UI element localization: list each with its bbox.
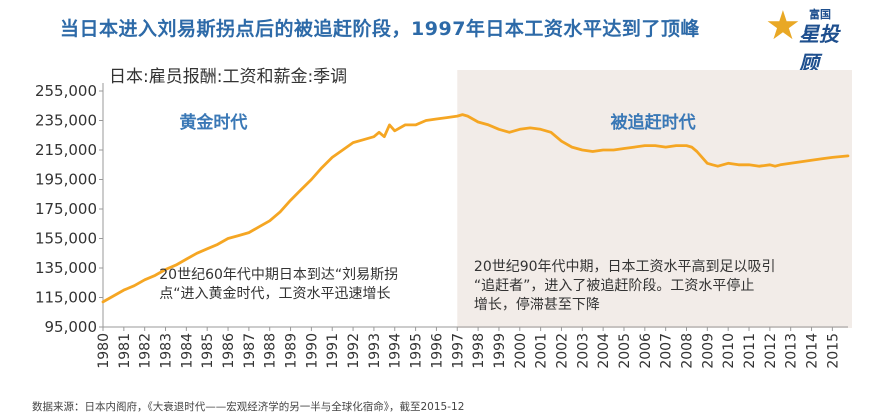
x-tick-label: 1994 bbox=[388, 333, 404, 369]
x-tick-label: 2012 bbox=[763, 333, 779, 369]
x-tick-label: 2001 bbox=[534, 333, 550, 369]
x-tick-label: 2013 bbox=[784, 333, 800, 369]
x-tick-label: 2004 bbox=[596, 333, 612, 369]
annotation-text: 20世纪60年代中期日本到达“刘易斯拐点“进入黄金时代，工资水平迅速增长 bbox=[159, 267, 398, 302]
y-tick-label: 135,000 bbox=[35, 259, 97, 277]
annotation-line: 20世纪90年代中期，日本工资水平高到足以吸引 bbox=[474, 258, 776, 275]
annotation-line: 增长，停滞甚至下降 bbox=[474, 296, 600, 313]
x-tick-label: 1996 bbox=[429, 333, 445, 369]
x-tick-label: 1981 bbox=[117, 333, 133, 369]
x-tick-label: 1998 bbox=[471, 333, 487, 369]
x-tick-label: 1993 bbox=[367, 333, 383, 369]
x-tick-label: 1988 bbox=[263, 333, 279, 369]
watermark: 富国基金 bbox=[756, 376, 809, 390]
y-tick-label: 215,000 bbox=[35, 141, 97, 159]
x-tick-label: 2003 bbox=[575, 333, 591, 369]
x-tick-label: 1997 bbox=[450, 333, 466, 369]
annotation-text: 20世纪90年代中期，日本工资水平高到足以吸引 “追赶者”，进入了被追赶阶段。工资… bbox=[474, 258, 776, 313]
x-tick-label: 2007 bbox=[659, 333, 675, 369]
source-note: 数据来源：日本内阁府，《大衰退时代——宏观经济学的另一半与全球化宿命》，截至20… bbox=[32, 401, 465, 413]
brand-small-text: 富国 bbox=[809, 8, 831, 21]
x-tick-label: 2000 bbox=[513, 333, 529, 369]
y-tick-label: 95,000 bbox=[45, 318, 98, 336]
y-tick-label: 255,000 bbox=[35, 82, 97, 100]
star-icon: ★ bbox=[765, 3, 801, 49]
x-tick-label: 2009 bbox=[700, 333, 716, 369]
x-tick-label: 1991 bbox=[325, 333, 341, 369]
y-tick-label: 235,000 bbox=[35, 112, 97, 130]
chart-title: 当日本进入刘易斯拐点后的被追赶阶段，1997年日本工资水平达到了顶峰 bbox=[60, 18, 700, 40]
y-tick-label: 175,000 bbox=[35, 200, 97, 218]
x-tick-label: 1989 bbox=[284, 333, 300, 369]
x-tick-label: 1980 bbox=[96, 333, 112, 369]
series-line bbox=[101, 113, 850, 304]
x-tick-label: 1990 bbox=[304, 333, 320, 369]
x-tick-label: 2015 bbox=[825, 333, 841, 369]
x-tick-label: 2005 bbox=[617, 333, 633, 369]
x-tick-label: 1985 bbox=[200, 333, 216, 369]
x-tick-label: 2010 bbox=[721, 333, 737, 369]
x-tick-label: 1987 bbox=[242, 333, 258, 369]
y-tick-label: 195,000 bbox=[35, 171, 97, 189]
x-tick-label: 2014 bbox=[805, 333, 821, 369]
shaded-region bbox=[457, 70, 852, 328]
x-tick-label: 2002 bbox=[554, 333, 570, 369]
x-tick-label: 1982 bbox=[138, 333, 154, 369]
brand-name: 星投顾 bbox=[799, 22, 839, 75]
era-label: 被追赶时代 bbox=[611, 112, 696, 133]
x-tick-label: 1999 bbox=[492, 333, 508, 369]
annotation-line: 20世纪60年代中期日本到达“刘易斯拐 bbox=[159, 267, 398, 283]
y-tick-label: 115,000 bbox=[35, 289, 97, 307]
y-tick-label: 155,000 bbox=[35, 230, 97, 248]
annotation-line: 点“进入黄金时代，工资水平迅速增长 bbox=[159, 285, 390, 302]
x-tick-label: 1983 bbox=[159, 333, 175, 369]
x-tick-label: 1995 bbox=[409, 333, 425, 369]
x-tick-label: 2008 bbox=[679, 333, 695, 369]
x-tick-label: 1984 bbox=[179, 333, 195, 369]
x-tick-label: 2011 bbox=[742, 333, 758, 369]
x-tick-label: 1992 bbox=[346, 333, 362, 369]
x-tick-label: 1986 bbox=[221, 333, 237, 369]
era-label: 黄金时代 bbox=[179, 112, 247, 133]
annotation-line: “追赶者”，进入了被追赶阶段。工资水平停止 bbox=[474, 277, 755, 294]
x-tick-label: 2006 bbox=[638, 333, 654, 369]
brand-logo: ★ 富国 星投顾 bbox=[765, 3, 855, 75]
series-title: 日本:雇员报酬:工资和薪金:季调 bbox=[109, 67, 348, 87]
